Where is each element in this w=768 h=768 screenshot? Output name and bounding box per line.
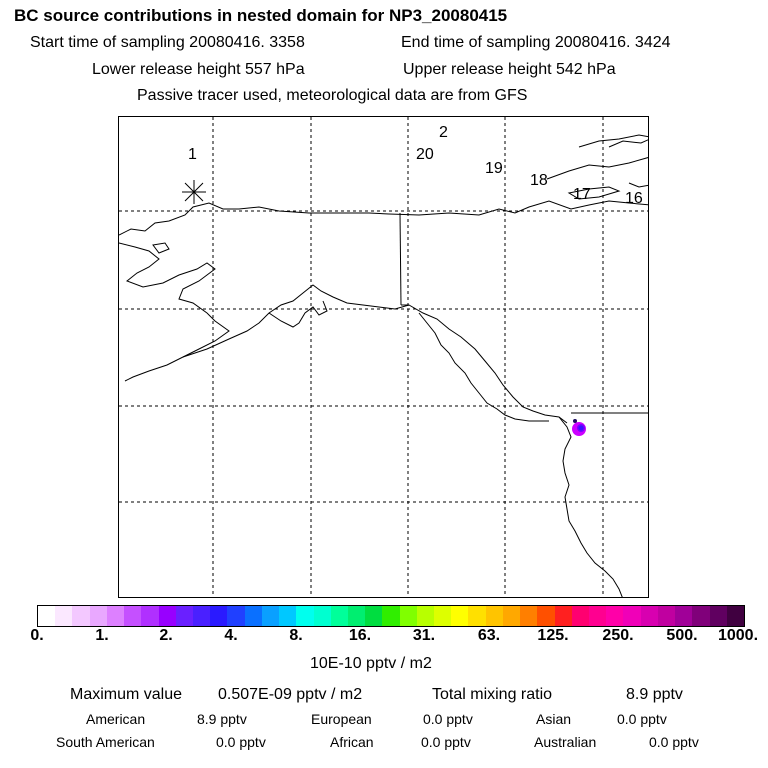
color-scale-tick-label: 8. xyxy=(289,627,303,644)
color-scale-segment xyxy=(296,606,314,626)
maximum-value: 0.507E-09 pptv / m2 xyxy=(218,686,363,703)
color-scale-tick-label: 63. xyxy=(477,627,501,644)
color-scale-tick-label: 1. xyxy=(95,627,109,644)
region-name: Australian xyxy=(534,734,597,750)
color-scale-segment xyxy=(158,606,176,626)
region-value: 0.0 pptv xyxy=(617,711,667,727)
lower-release-height: Lower release height 557 hPa xyxy=(92,61,305,78)
color-scale-segment xyxy=(141,606,159,626)
color-scale-segment xyxy=(502,606,521,626)
color-scale-segment xyxy=(571,606,589,626)
color-scale-segment xyxy=(244,606,262,626)
start-time-text: Start time of sampling 20080416. 3358 xyxy=(30,34,305,51)
color-scale-segment xyxy=(365,606,383,626)
region-value: 0.0 pptv xyxy=(216,734,266,750)
region-value: 0.0 pptv xyxy=(423,711,473,727)
color-scale-segment xyxy=(726,606,744,626)
color-scale-segment xyxy=(261,606,280,626)
concentration-plume xyxy=(572,419,586,436)
color-scale-segment xyxy=(485,606,503,626)
color-scale-tick-label: 0. xyxy=(30,627,44,644)
tracer-note: Passive tracer used, meteorological data… xyxy=(137,87,528,104)
color-scale-segment xyxy=(279,606,297,626)
trajectory-label: 18 xyxy=(530,172,548,189)
total-mixing-label: Total mixing ratio xyxy=(432,686,553,703)
color-scale-ticks: 0. 1. 2. 4. 8. 16. 31. 63. 125. 250. 500. 1000. xyxy=(0,627,768,651)
color-scale-segment xyxy=(347,606,366,626)
map-canvas: 1 2 20 19 18 17 16 xyxy=(119,117,648,597)
color-scale-segment xyxy=(692,606,710,626)
color-scale-tick-label: 16. xyxy=(348,627,372,644)
maximum-label: Maximum value xyxy=(70,686,183,703)
color-scale-segment xyxy=(399,606,417,626)
upper-release-height: Upper release height 542 hPa xyxy=(403,61,616,78)
region-name: South American xyxy=(56,734,155,750)
region-name: African xyxy=(330,734,374,750)
color-scale-segment xyxy=(55,606,73,626)
color-scale-segment xyxy=(451,606,469,626)
trajectory-label: 2 xyxy=(439,124,448,141)
color-scale-segment xyxy=(709,606,727,626)
lat-lon-grid xyxy=(119,117,648,597)
region-name: American xyxy=(86,711,146,727)
color-scale-tick-label: 250. xyxy=(602,627,634,644)
color-scale-segment xyxy=(330,606,348,626)
region-value: 8.9 pptv xyxy=(197,711,247,727)
color-scale-tick-label: 4. xyxy=(224,627,238,644)
color-scale-tick-label: 1000. xyxy=(717,627,759,644)
borders xyxy=(399,212,648,414)
region-value: 0.0 pptv xyxy=(421,734,471,750)
release-point-icon xyxy=(182,180,206,204)
color-scale-segment xyxy=(416,606,435,626)
color-scale-segment xyxy=(227,606,245,626)
color-scale-segment xyxy=(623,606,641,626)
total-mixing-value: 8.9 pptv xyxy=(626,686,683,703)
color-scale-segment xyxy=(210,606,228,626)
color-scale-segment xyxy=(657,606,676,626)
color-scale-segment xyxy=(89,606,107,626)
color-scale-segment xyxy=(468,606,486,626)
coastlines xyxy=(119,134,648,597)
plot-title: BC source contributions in nested domain… xyxy=(14,6,508,25)
color-scale-segment xyxy=(124,606,142,626)
color-scale-segment xyxy=(640,606,658,626)
end-time-text: End time of sampling 20080416. 3424 xyxy=(401,34,671,51)
color-scale-units: 10E-10 pptv / m2 xyxy=(310,655,432,672)
color-scale-segment xyxy=(606,606,624,626)
color-scale-segment xyxy=(175,606,193,626)
color-scale-segment xyxy=(554,606,572,626)
region-name: Asian xyxy=(536,711,572,727)
region-name: European xyxy=(311,711,372,727)
trajectory-label: 17 xyxy=(573,186,591,203)
color-scale-segment xyxy=(589,606,607,626)
trajectory-label: 19 xyxy=(485,160,503,177)
color-scale-tick-label: 2. xyxy=(159,627,173,644)
color-scale-tick-label: 500. xyxy=(666,627,698,644)
trajectory-label: 20 xyxy=(416,146,434,163)
map-panel: 1 2 20 19 18 17 16 xyxy=(118,116,649,598)
color-scale-segment xyxy=(106,606,125,626)
color-scale-segment xyxy=(382,606,400,626)
region-value: 0.0 pptv xyxy=(649,734,699,750)
color-scale-bar xyxy=(37,605,745,627)
color-scale-tick-label: 31. xyxy=(412,627,436,644)
color-scale-segment xyxy=(192,606,211,626)
color-scale-segment xyxy=(313,606,331,626)
color-scale-segment xyxy=(520,606,538,626)
color-scale-segment xyxy=(434,606,452,626)
color-scale-segment xyxy=(537,606,555,626)
color-scale-segment xyxy=(38,606,56,626)
color-scale-segment xyxy=(72,606,90,626)
color-scale-tick-label: 125. xyxy=(537,627,569,644)
trajectory-label: 1 xyxy=(188,146,197,163)
trajectory-label: 16 xyxy=(625,190,643,207)
color-scale-segment xyxy=(675,606,693,626)
